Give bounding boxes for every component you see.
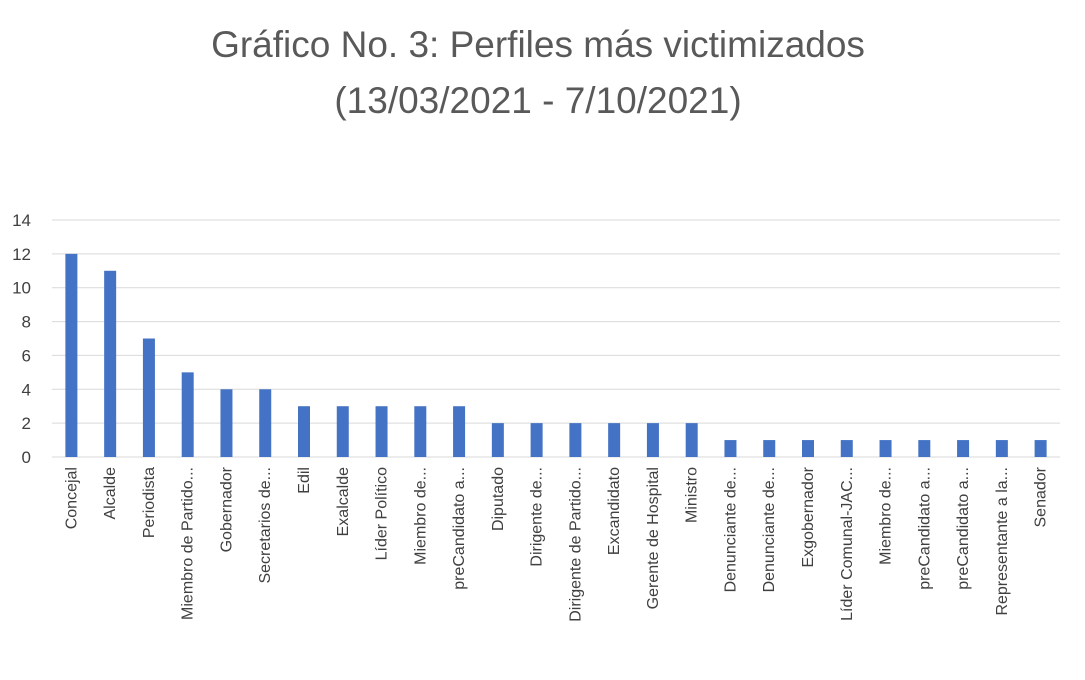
- bar: [840, 440, 853, 457]
- x-category-label: preCandidato a...: [955, 467, 972, 590]
- bar: [957, 440, 970, 457]
- x-category-label: Edil: [296, 467, 313, 494]
- bar: [414, 406, 427, 457]
- bar: [646, 423, 659, 457]
- bar: [336, 406, 349, 457]
- bar: [1034, 440, 1047, 457]
- bar: [142, 338, 155, 457]
- bar: [685, 423, 698, 457]
- x-category-label: preCandidato a...: [451, 467, 468, 590]
- y-tick-label: 2: [22, 414, 31, 433]
- bar: [298, 406, 310, 457]
- x-category-label: Excandidato: [606, 467, 623, 555]
- chart-title-line-1: Gráfico No. 3: Perfiles más victimizados: [211, 24, 865, 65]
- bar: [104, 270, 117, 457]
- y-tick-label: 14: [12, 211, 31, 230]
- x-category-label: Periodista: [141, 467, 158, 538]
- x-category-label: Miembro de Partido...: [180, 467, 197, 620]
- x-category-label: Líder Político: [374, 467, 391, 560]
- x-axis: Concejal Alcalde Periodista Miembro de Part…: [63, 466, 1049, 621]
- x-category-label: Representante a la...: [994, 467, 1011, 616]
- bar: [879, 440, 892, 457]
- bar: [65, 253, 78, 457]
- bar: [259, 389, 272, 457]
- y-tick-label: 8: [22, 313, 31, 332]
- x-category-label: Dirigente de...: [529, 467, 546, 567]
- x-category-label: Gobernador: [218, 466, 235, 552]
- y-tick-label: 12: [12, 245, 31, 264]
- x-category-label: Miembro de...: [412, 467, 429, 565]
- x-category-label: preCandidato a...: [916, 467, 933, 590]
- bar: [530, 423, 543, 457]
- x-category-label: Exgobernador: [800, 466, 817, 567]
- x-category-label: Líder Comunal-JAC...: [839, 467, 856, 621]
- x-category-label: Secretarios de...: [257, 467, 274, 584]
- x-category-label: Diputado: [490, 467, 507, 531]
- x-category-label: Ministro: [684, 467, 701, 523]
- bar: [763, 440, 776, 457]
- bar: [918, 440, 931, 457]
- bars: [65, 253, 1047, 457]
- x-category-label: Gerente de Hospital: [645, 467, 662, 609]
- gridlines: [52, 219, 1060, 458]
- bar: [375, 406, 388, 457]
- bar: [802, 440, 814, 457]
- y-tick-label: 0: [22, 448, 31, 467]
- bar: [181, 372, 194, 457]
- bar: [491, 423, 504, 457]
- x-category-label: Exalcalde: [335, 467, 352, 536]
- y-tick-label: 6: [22, 346, 31, 365]
- x-category-label: Denunciante de...: [722, 467, 739, 592]
- y-axis: 0 2 4 6 8 10 12 14: [12, 211, 31, 467]
- bar: [569, 423, 582, 457]
- y-tick-label: 4: [22, 380, 31, 399]
- x-category-label: Denunciante de...: [761, 467, 778, 592]
- x-category-label: Concejal: [63, 467, 80, 529]
- bar: [220, 389, 233, 457]
- chart-title: Gráfico No. 3: Perfiles más victimizados…: [211, 24, 865, 121]
- bar: [608, 423, 621, 457]
- x-category-label: Dirigente de Partido...: [567, 467, 584, 622]
- bar: [995, 440, 1008, 457]
- x-category-label: Senador: [1033, 466, 1050, 527]
- chart-title-line-2: (13/03/2021 - 7/10/2021): [334, 80, 741, 121]
- x-category-label: Miembro de...: [878, 467, 895, 565]
- y-tick-label: 10: [12, 279, 31, 298]
- x-category-label: Alcalde: [102, 467, 119, 520]
- bar: [724, 440, 737, 457]
- bar: [453, 406, 466, 457]
